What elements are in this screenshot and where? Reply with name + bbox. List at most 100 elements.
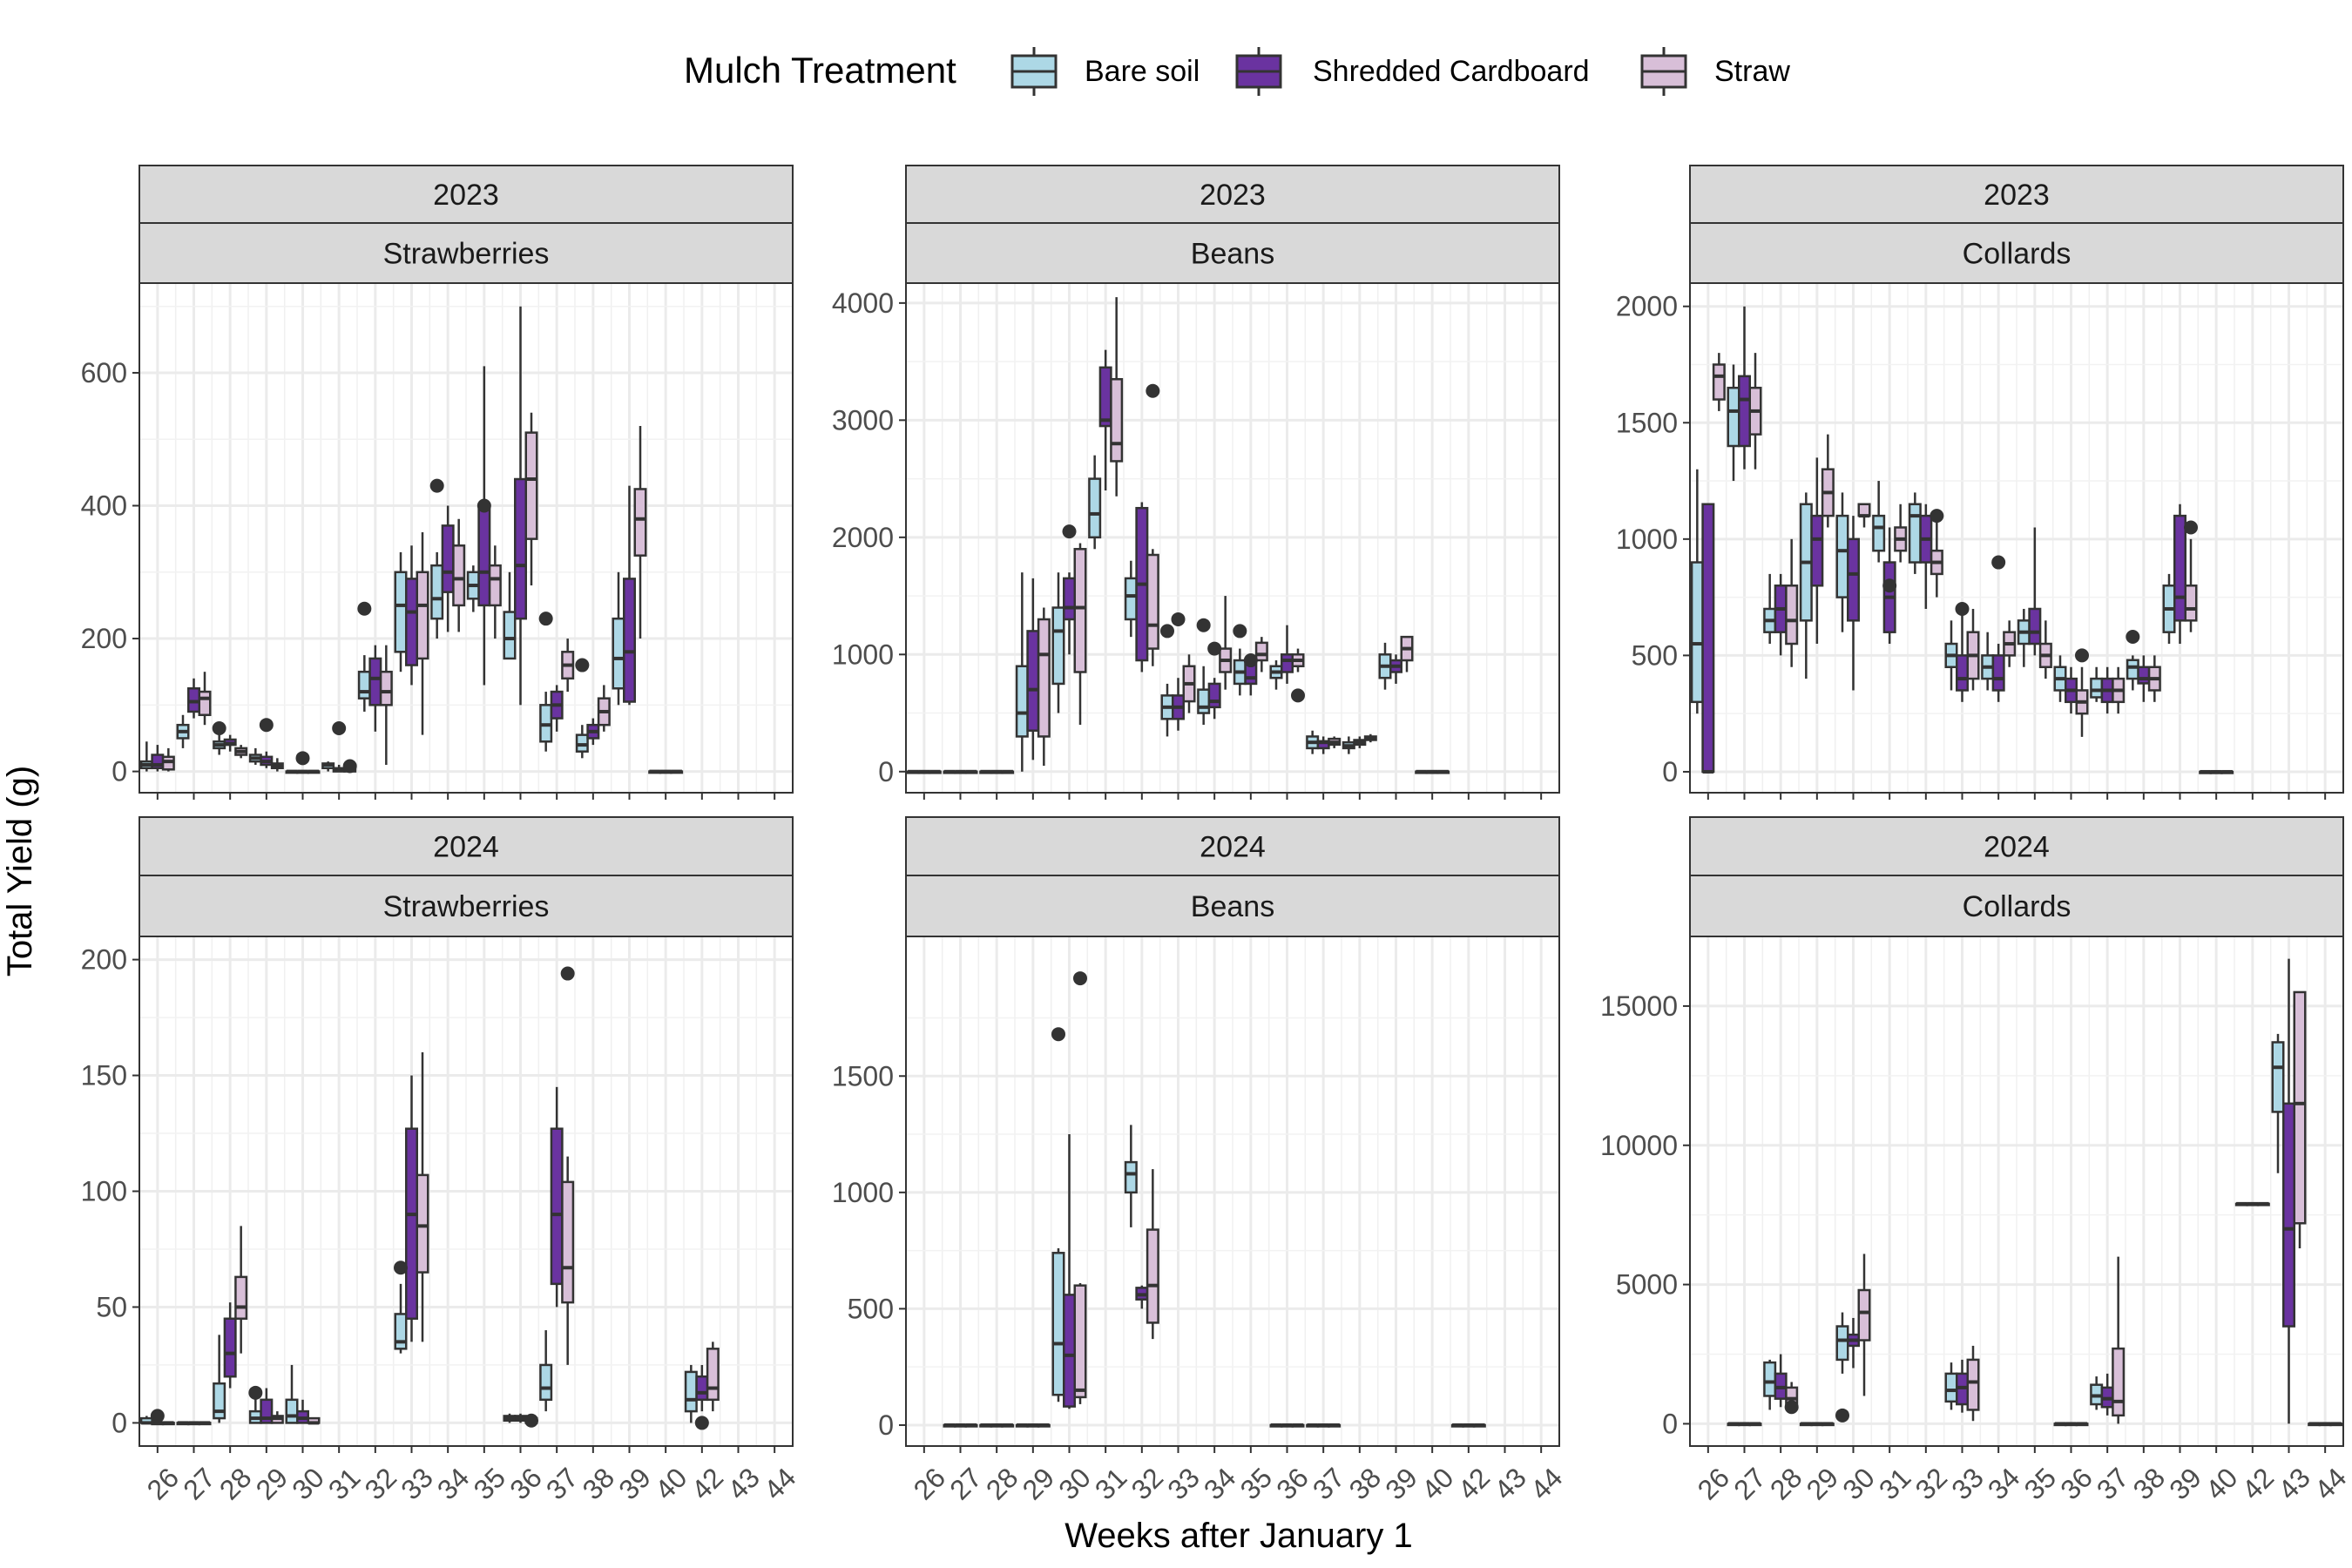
strip-crop-background bbox=[139, 222, 794, 284]
box-group-week-28 bbox=[979, 769, 1015, 774]
box-shredded-cardboard bbox=[368, 657, 382, 706]
box-group-week-35 bbox=[466, 366, 502, 686]
strip-crop-label: Beans bbox=[1191, 890, 1274, 923]
box-group-week-35 bbox=[1233, 624, 1268, 696]
outlier-point bbox=[1171, 612, 1186, 626]
box-group-week-33 bbox=[1944, 601, 1980, 702]
box-group-week-27 bbox=[1727, 1422, 1762, 1427]
box-shredded-cardboard bbox=[405, 1127, 418, 1321]
box-group-week-34 bbox=[1981, 555, 2017, 702]
box-bare-soil bbox=[1197, 688, 1211, 714]
box-group-week-30 bbox=[1835, 492, 1871, 691]
outlier-point bbox=[342, 759, 357, 774]
box-shredded-cardboard bbox=[405, 578, 418, 666]
panel-2023-beans: 2023 Beans 0 1000 2000 3000 4000 bbox=[832, 165, 1560, 800]
strip-crop-background bbox=[1689, 222, 2344, 284]
strip-crop-background bbox=[1689, 875, 2344, 937]
y-tick-label: 4000 bbox=[832, 287, 894, 319]
y-tick-label: 0 bbox=[1662, 756, 1678, 787]
y-tick-label: 50 bbox=[96, 1291, 127, 1322]
box-shredded-cardboard bbox=[514, 477, 527, 620]
box-group-week-27 bbox=[943, 769, 978, 774]
y-tick-label: 1500 bbox=[832, 1060, 894, 1092]
outlier-point bbox=[1146, 383, 1160, 398]
box-group-week-32 bbox=[357, 601, 393, 765]
box-group-week-31 bbox=[1088, 297, 1124, 550]
y-tick-label: 400 bbox=[81, 490, 127, 522]
box-group-week-30 bbox=[285, 751, 321, 774]
box-straw bbox=[1785, 585, 1799, 645]
box-group-week-26 bbox=[1690, 353, 1726, 774]
outlier-point bbox=[2126, 630, 2140, 645]
box-group-week-40 bbox=[2199, 769, 2234, 774]
box-bare-soil bbox=[1051, 606, 1065, 686]
outlier-point bbox=[2184, 520, 2198, 535]
box-group-week-36 bbox=[503, 306, 538, 706]
strip-year-label: 2024 bbox=[433, 831, 499, 864]
box-bare-soil bbox=[1727, 386, 1740, 448]
y-tick-label: 1000 bbox=[832, 639, 894, 670]
strip-crop-background bbox=[905, 222, 1560, 284]
box-bare-soil bbox=[2126, 659, 2139, 680]
y-tick-label: 0 bbox=[112, 1407, 127, 1438]
outlier-point bbox=[476, 498, 491, 513]
box-group-week-38 bbox=[1342, 733, 1377, 754]
strip-crop-label: Strawberries bbox=[383, 238, 550, 271]
box-group-week-33 bbox=[394, 1051, 429, 1354]
box-group-week-30 bbox=[1051, 971, 1087, 1409]
strip-year-background bbox=[139, 165, 794, 224]
legend-entry-shredded-cardboard: Shredded Cardboard bbox=[1235, 47, 1590, 96]
strip-year-background bbox=[1689, 165, 2344, 224]
box-straw bbox=[416, 571, 429, 660]
box-straw bbox=[1712, 363, 1726, 401]
y-tick-label: 3000 bbox=[832, 404, 894, 436]
box-shredded-cardboard bbox=[1281, 653, 1294, 673]
box-shredded-cardboard bbox=[1991, 654, 2005, 692]
box-bare-soil bbox=[1763, 1361, 1777, 1397]
box-group-week-28 bbox=[1763, 1354, 1799, 1415]
y-tick-label: 2000 bbox=[1616, 291, 1678, 322]
box-straw bbox=[2112, 1347, 2126, 1417]
box-shredded-cardboard bbox=[1207, 682, 1221, 709]
box-shredded-cardboard bbox=[2028, 607, 2042, 645]
box-straw bbox=[1110, 378, 1124, 463]
box-group-week-37 bbox=[538, 612, 575, 752]
y-tick-label: 100 bbox=[81, 1176, 127, 1207]
box-group-week-27 bbox=[176, 1421, 212, 1426]
box-group-week-30 bbox=[1835, 1254, 1871, 1423]
box-bare-soil bbox=[1051, 1252, 1065, 1396]
strip-crop-label: Collards bbox=[1963, 238, 2072, 271]
box-straw bbox=[1146, 553, 1159, 650]
panel-2024-collards: 2024Collards0500010000150002627282930313… bbox=[1600, 816, 2352, 1506]
box-straw bbox=[1857, 503, 1871, 517]
box-bare-soil bbox=[612, 617, 625, 690]
box-group-week-31 bbox=[321, 721, 357, 774]
box-group-week-44 bbox=[2308, 1422, 2343, 1427]
box-group-week-34 bbox=[1196, 596, 1233, 725]
panel-2024-beans: 2024Beans0500100015002627282930313233343… bbox=[832, 816, 1569, 1506]
box-group-week-36 bbox=[1269, 625, 1305, 703]
y-tick-label: 0 bbox=[112, 756, 127, 787]
box-bare-soil bbox=[684, 1370, 698, 1413]
box-shredded-cardboard bbox=[2173, 514, 2186, 622]
outlier-point bbox=[1243, 653, 1258, 668]
box-bare-soil bbox=[1835, 1325, 1849, 1362]
box-shredded-cardboard bbox=[2137, 666, 2151, 685]
box-shredded-cardboard bbox=[1956, 654, 1969, 692]
box-shredded-cardboard bbox=[623, 578, 636, 703]
outlier-point bbox=[1955, 601, 1970, 616]
box-group-week-39 bbox=[1378, 635, 1414, 690]
outlier-point bbox=[1051, 1027, 1065, 1042]
outlier-point bbox=[1784, 1400, 1799, 1415]
y-tick-label: 200 bbox=[81, 623, 127, 654]
box-group-week-38 bbox=[575, 658, 611, 759]
box-group-week-29 bbox=[1799, 1422, 1835, 1427]
y-tick-label: 2000 bbox=[832, 522, 894, 553]
outlier-point bbox=[212, 721, 226, 736]
box-group-week-29 bbox=[1015, 572, 1051, 772]
box-bare-soil bbox=[1690, 561, 1704, 704]
box-group-week-26 bbox=[906, 769, 942, 774]
box-shredded-cardboard bbox=[1847, 537, 1860, 622]
box-bare-soil bbox=[430, 564, 444, 620]
box-group-week-31 bbox=[1872, 481, 1908, 645]
